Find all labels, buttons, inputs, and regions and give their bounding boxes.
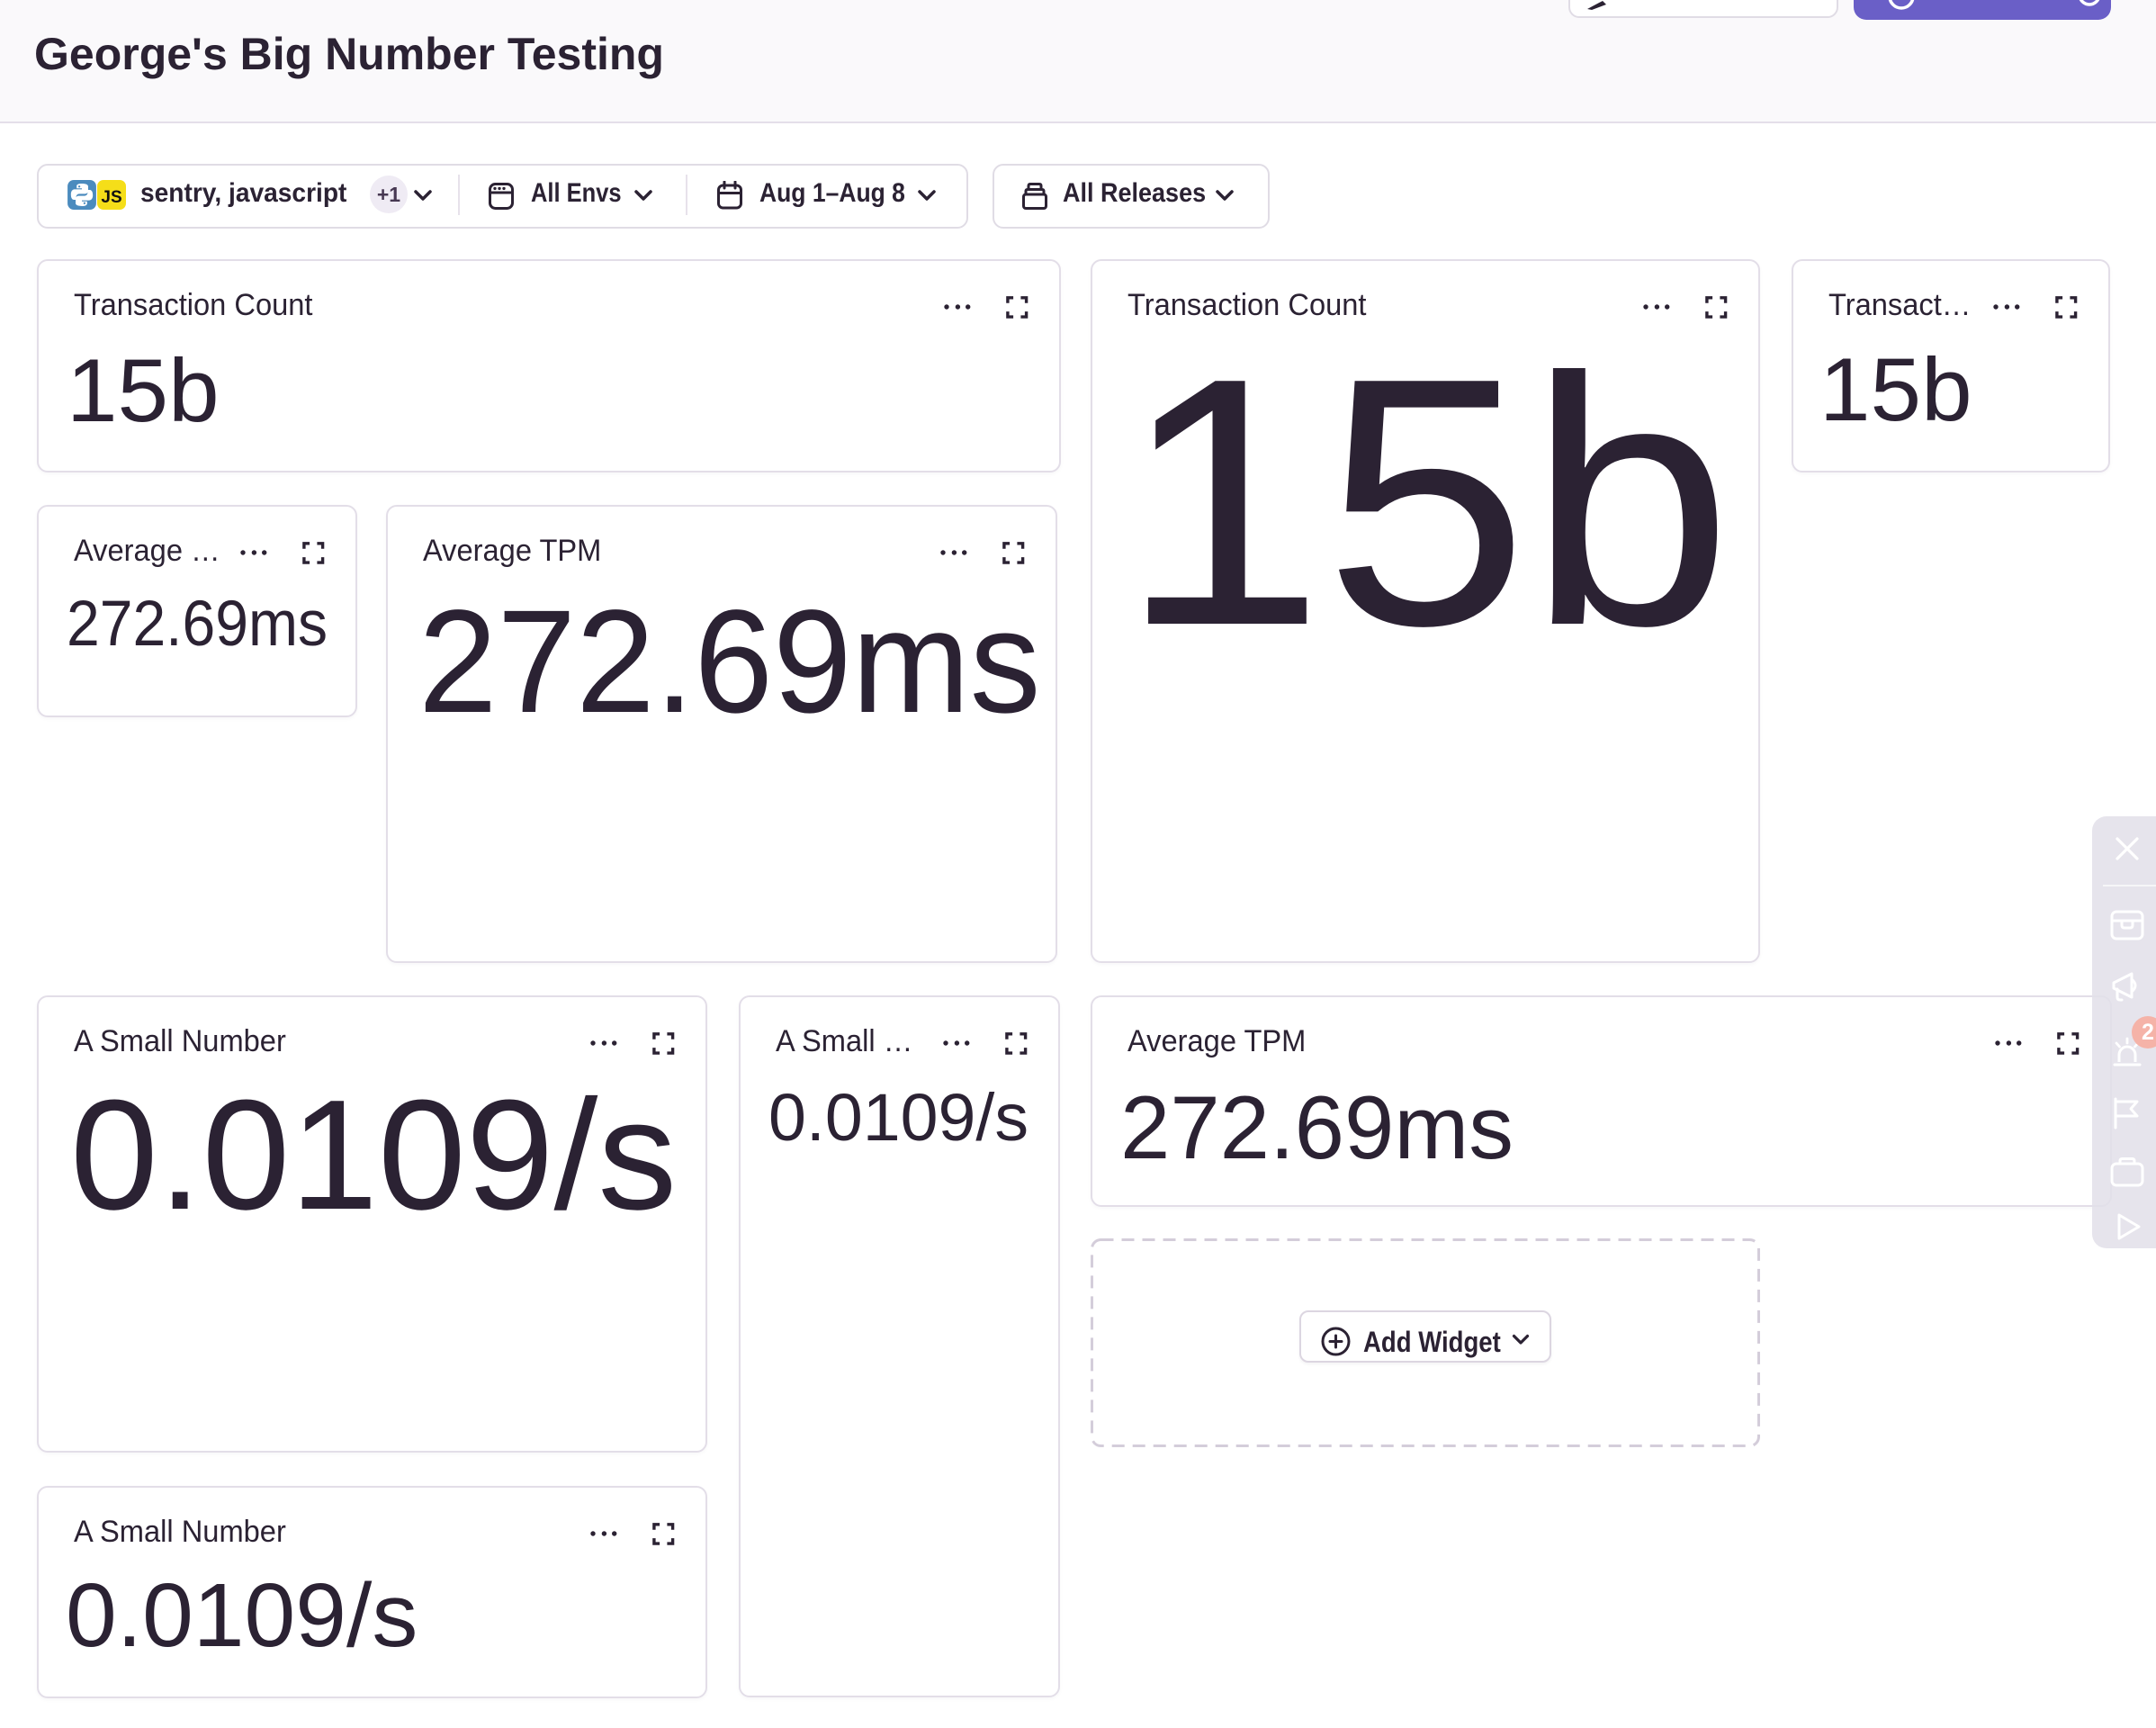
svg-text:JS: JS: [101, 188, 121, 207]
